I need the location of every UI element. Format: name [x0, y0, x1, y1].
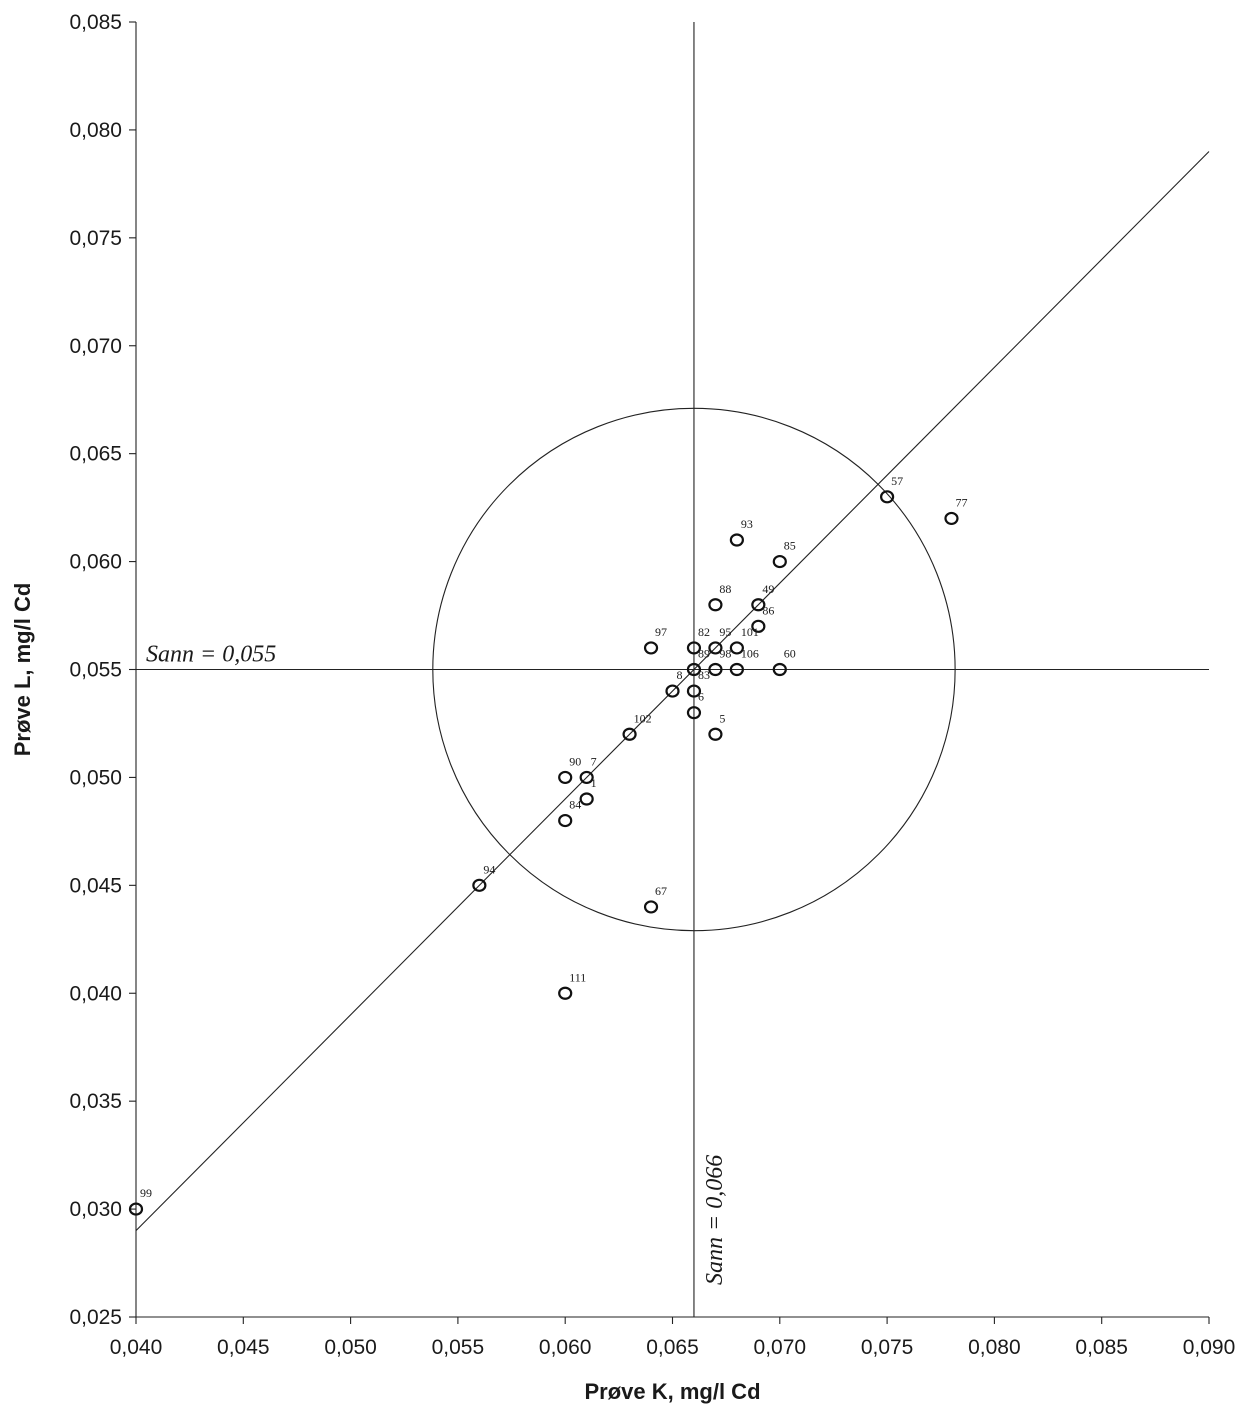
data-point-label: 85: [784, 539, 796, 553]
data-point-label: 88: [719, 582, 731, 596]
x-tick-label: 0,085: [1075, 1336, 1128, 1359]
data-point: [751, 619, 766, 633]
y-tick-label: 0,055: [69, 659, 122, 682]
data-point: [751, 598, 766, 612]
tolerance-circle: [432, 407, 956, 932]
data-point: [558, 770, 573, 785]
y-tick-label: 0,045: [69, 874, 122, 897]
data-point-label: 111: [569, 970, 586, 984]
data-point-label: 67: [655, 884, 667, 898]
data-point-label: 95: [719, 625, 731, 639]
data-point: [729, 533, 744, 547]
data-point: [708, 598, 723, 612]
data-point-label: 1: [591, 776, 597, 790]
x-tick-label: 0,050: [324, 1336, 377, 1359]
data-point-label: 5: [719, 711, 725, 725]
data-point-label: 83: [698, 668, 710, 682]
diagonal-line: [135, 151, 1210, 1232]
data-point-label: 84: [569, 798, 581, 812]
data-point-label: 6: [698, 690, 704, 704]
data-point: [729, 641, 744, 655]
data-point-label: 57: [891, 474, 903, 488]
data-point-label: 90: [569, 754, 581, 768]
data-point-label: 60: [784, 647, 796, 661]
x-tick-label: 0,040: [110, 1336, 163, 1359]
y-tick-label: 0,080: [69, 119, 122, 142]
data-point: [686, 706, 702, 720]
x-tick-label: 0,075: [861, 1336, 914, 1359]
data-point: [879, 490, 895, 504]
y-tick-label: 0,070: [69, 335, 122, 358]
x-tick-label: 0,070: [754, 1336, 807, 1359]
data-point: [708, 662, 723, 677]
y-tick-label: 0,030: [69, 1198, 122, 1221]
y-tick-label: 0,065: [69, 443, 122, 466]
x-tick-label: 0,080: [968, 1336, 1021, 1359]
y-tick-label: 0,085: [69, 11, 122, 34]
data-point: [128, 1202, 144, 1216]
data-point-label: 8: [677, 668, 683, 682]
data-point-label: 102: [634, 711, 652, 725]
data-point-label: 77: [955, 495, 967, 509]
data-point: [643, 641, 659, 655]
y-axis-ticks: 0,025 0,030 0,035 0,040 0,045 0,050 0,055 0,060…: [69, 11, 136, 1329]
x-tick-label: 0,055: [432, 1336, 485, 1359]
data-point: [472, 878, 487, 892]
data-point-label: 82: [698, 625, 710, 639]
data-point-label: 99: [140, 1186, 152, 1200]
data-point: [772, 554, 787, 569]
data-point: [579, 792, 594, 806]
y-tick-label: 0,040: [69, 982, 122, 1005]
y-tick-label: 0,075: [69, 227, 122, 250]
data-point: [686, 684, 702, 698]
data-point-label: 7: [591, 754, 597, 768]
y-tick-label: 0,050: [69, 766, 122, 789]
x-tick-label: 0,060: [539, 1336, 592, 1359]
data-point: [708, 641, 723, 655]
x-tick-label: 0,090: [1183, 1336, 1236, 1359]
data-point-label: 98: [719, 647, 731, 661]
data-point-label: 94: [483, 862, 495, 876]
y-tick-label: 0,025: [69, 1306, 122, 1329]
x-tick-label: 0,045: [217, 1336, 270, 1359]
data-point: [643, 900, 659, 914]
x-tick-label: 0,065: [646, 1336, 699, 1359]
data-point-label: 101: [741, 625, 759, 639]
data-point: [729, 662, 744, 677]
data-point: [622, 727, 637, 741]
data-point: [686, 641, 702, 655]
x-axis-ticks: 0,040 0,045 0,050 0,055 0,060 0,065 0,070 0,075…: [110, 1317, 1236, 1359]
x-axis-title: Prøve K, mg/l Cd: [584, 1379, 760, 1404]
data-point: [772, 662, 787, 677]
data-point-label: 49: [762, 582, 774, 596]
data-point: [579, 770, 594, 785]
data-point-label: 86: [762, 603, 774, 617]
y-axis-title: Prøve L, mg/l Cd: [10, 583, 35, 757]
data-point: [944, 511, 959, 526]
data-point: [708, 727, 723, 741]
true-value-x-label: Sann = 0,066: [702, 1155, 728, 1285]
y-tick-label: 0,060: [69, 551, 122, 574]
data-point: [665, 684, 680, 698]
data-point-label: 106: [741, 647, 759, 661]
data-point: [558, 813, 573, 828]
data-point: [686, 662, 702, 677]
data-point: [558, 986, 573, 1000]
data-point-label: 89: [698, 647, 710, 661]
y-tick-label: 0,035: [69, 1090, 122, 1113]
true-value-y-label: Sann = 0,055: [146, 642, 276, 668]
data-point-label: 93: [741, 517, 753, 531]
data-point-label: 97: [655, 625, 667, 639]
